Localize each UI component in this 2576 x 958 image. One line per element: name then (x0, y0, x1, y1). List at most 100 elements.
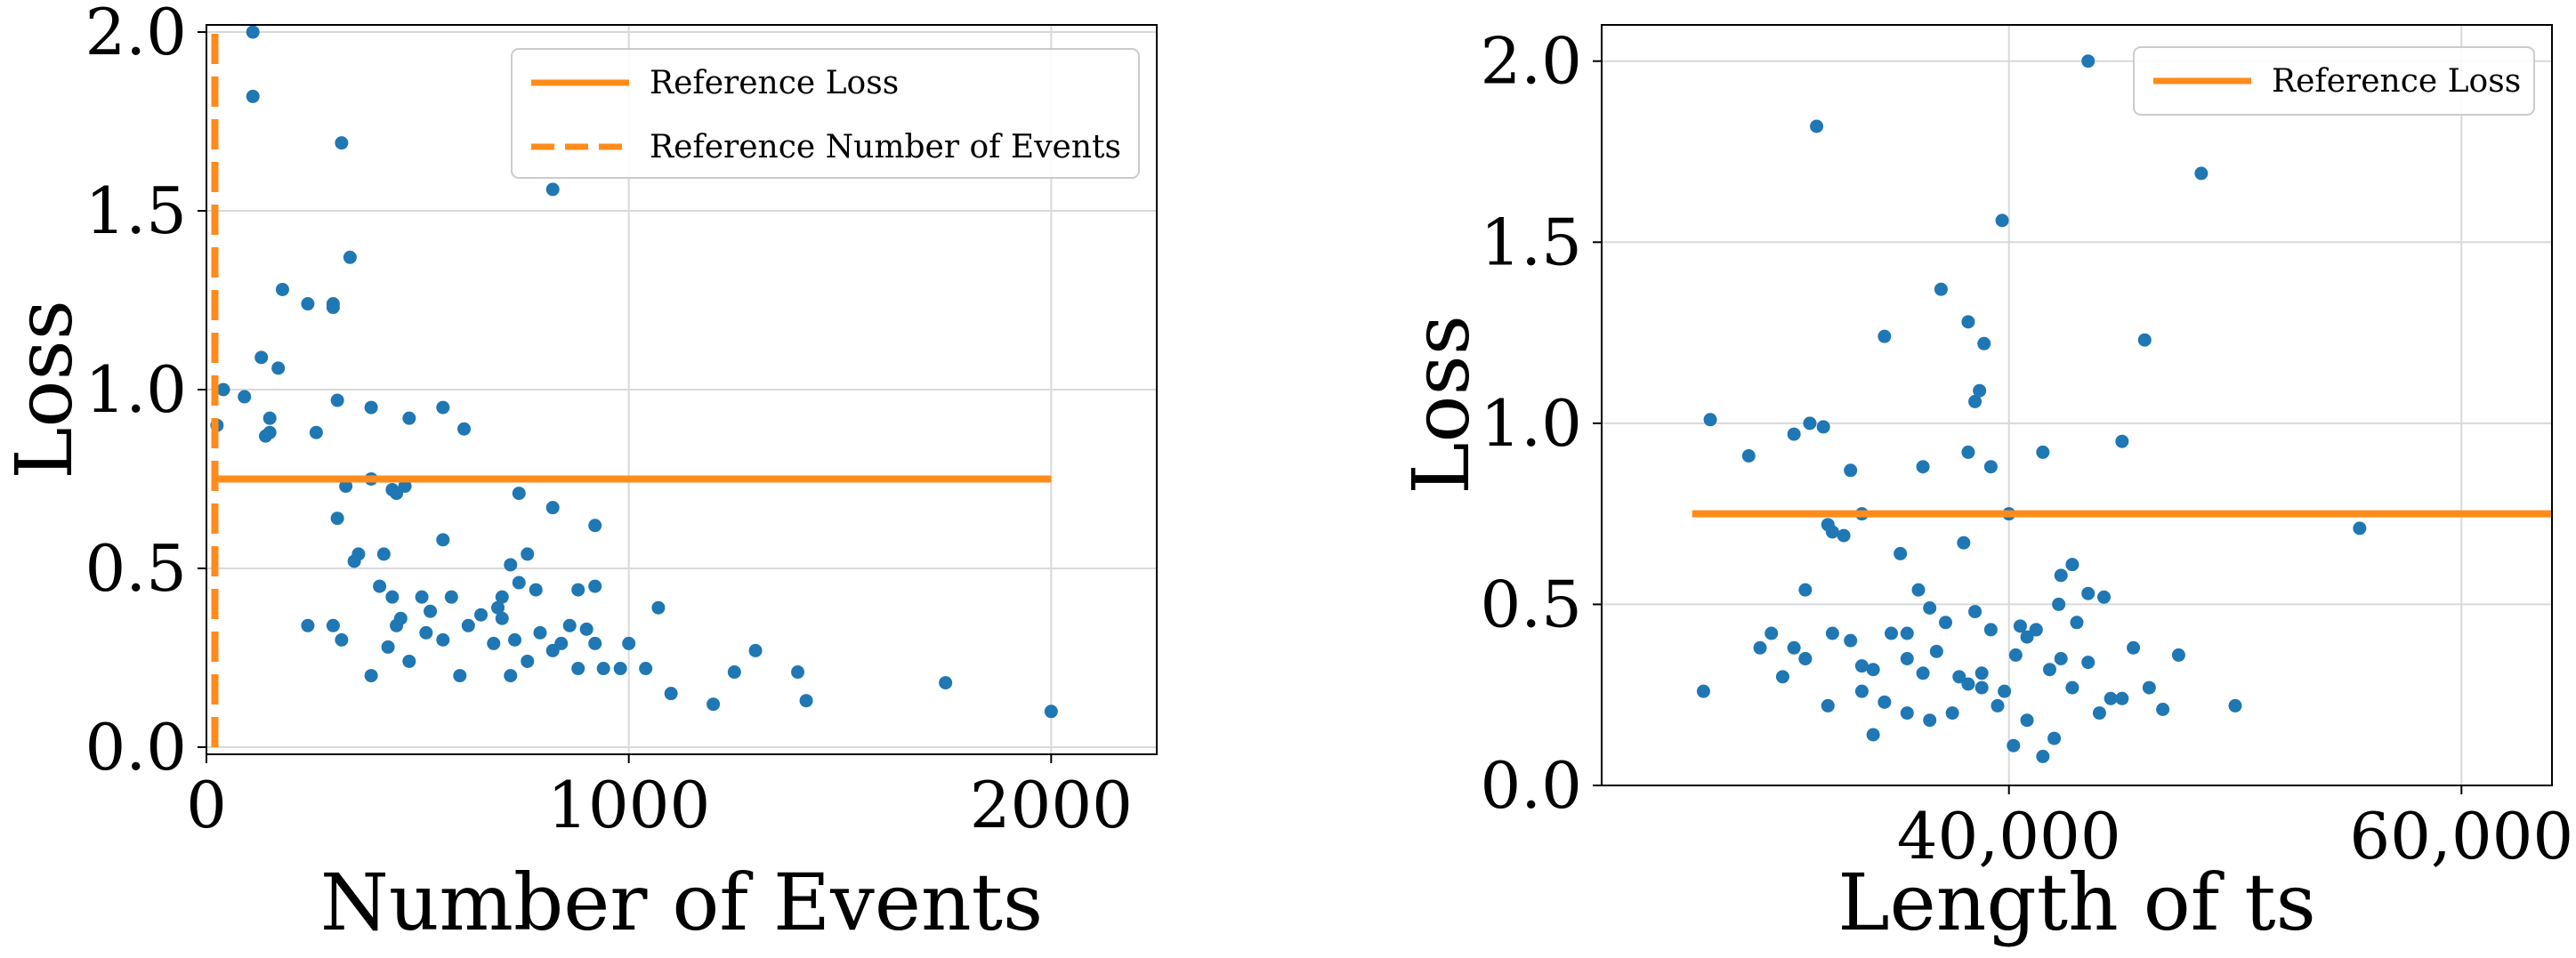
data-point (1753, 640, 1767, 655)
y-tick-label: 0.0 (85, 710, 187, 785)
data-point (2115, 691, 2129, 705)
data-point (1866, 728, 1880, 742)
data-point (343, 250, 357, 264)
data-point (1974, 680, 1989, 695)
data-point (1961, 445, 1975, 459)
data-point (1977, 336, 1991, 350)
data-point (1844, 633, 1858, 648)
data-point (651, 600, 666, 615)
data-point (1825, 525, 1839, 539)
data-point (799, 694, 813, 708)
data-point (1787, 427, 1801, 441)
data-point (1884, 626, 1898, 640)
data-point (347, 554, 361, 568)
data-point (512, 576, 526, 590)
data-point (588, 636, 602, 650)
data-point (1703, 413, 1717, 427)
x-tick-label: 40,000 (1897, 799, 2121, 873)
data-point (2092, 706, 2106, 721)
data-point (1983, 460, 1998, 474)
y-tick-label: 0.5 (1480, 567, 1582, 641)
data-point (1877, 329, 1892, 343)
data-point (1900, 626, 1914, 640)
data-point (1821, 698, 1835, 712)
data-point (376, 547, 391, 561)
data-point (2115, 434, 2129, 448)
data-point (1968, 605, 1982, 619)
data-point (495, 611, 509, 625)
y-tick-label: 0.5 (85, 531, 187, 606)
y-tick-label: 1.0 (1480, 386, 1582, 461)
y-tick-label: 1.5 (1480, 205, 1582, 279)
data-point (2020, 713, 2034, 728)
y-tick-label: 1.0 (85, 352, 187, 427)
data-point (2054, 568, 2068, 583)
data-point (238, 390, 252, 404)
data-point (275, 282, 289, 296)
x-tick-label: 2000 (970, 768, 1133, 842)
legend-box (511, 48, 1140, 179)
data-point (309, 425, 323, 439)
data-point (727, 665, 741, 680)
data-point (453, 669, 467, 683)
data-point (1923, 601, 1937, 615)
data-point (571, 662, 585, 676)
data-point (2054, 652, 2068, 665)
data-point (504, 669, 518, 683)
data-point (2065, 558, 2079, 572)
y-tick-label: 0.0 (1480, 748, 1582, 823)
data-point (1696, 684, 1710, 698)
data-point (1844, 463, 1858, 478)
data-point (579, 622, 594, 636)
data-point (1939, 616, 1953, 630)
data-point (326, 301, 340, 315)
data-point (1998, 684, 2012, 698)
length-loss-panel: 40,000 60,000 0.0 0.5 1.0 1.5 2.0 Length of ts L… (1395, 24, 2573, 948)
plot-frame (1601, 24, 2553, 786)
data-point (1911, 583, 1926, 597)
legend-label: Reference Number of Events (650, 129, 1121, 165)
events-loss-panel: 0 1000 2000 0.0 0.5 1.0 1.5 2.0 Number of Events… (0, 0, 1158, 948)
data-point (2029, 623, 2043, 637)
y-tick-label: 2.0 (85, 0, 187, 69)
data-point (262, 411, 277, 425)
data-point (1961, 677, 1975, 691)
legend-box (2133, 46, 2535, 116)
data-point (1816, 420, 1830, 434)
data-point (487, 636, 501, 650)
y-axis-title: Loss (1395, 315, 1487, 495)
data-point (571, 583, 585, 597)
x-tick-label: 1000 (547, 768, 710, 842)
data-point (461, 618, 475, 632)
data-point (545, 182, 560, 197)
data-point (339, 479, 353, 494)
data-point (1900, 652, 1914, 665)
data-point (301, 618, 315, 632)
data-point (2171, 648, 2185, 662)
data-point (596, 662, 610, 676)
data-point (271, 361, 286, 375)
data-point (748, 643, 763, 657)
data-point (1803, 416, 1817, 431)
data-point (1968, 394, 1982, 408)
data-point (246, 25, 260, 39)
data-point (1787, 640, 1801, 655)
data-point (2070, 616, 2084, 630)
data-point (588, 579, 602, 593)
data-point (1894, 546, 1908, 560)
data-point (2137, 333, 2152, 347)
data-point (2081, 656, 2096, 670)
data-point (381, 640, 395, 654)
legend: Reference Loss (2133, 46, 2535, 116)
data-point (613, 662, 627, 676)
legend: Reference Loss Reference Number of Events (511, 48, 1140, 179)
data-point (622, 636, 636, 650)
data-point (1877, 695, 1892, 709)
data-point (1837, 528, 1851, 543)
data-point (1961, 315, 1975, 329)
data-point (1764, 626, 1779, 640)
x-axis-title: Length of ts (1837, 857, 2316, 948)
data-point (335, 136, 349, 150)
data-point (402, 654, 416, 668)
data-point (664, 687, 678, 701)
